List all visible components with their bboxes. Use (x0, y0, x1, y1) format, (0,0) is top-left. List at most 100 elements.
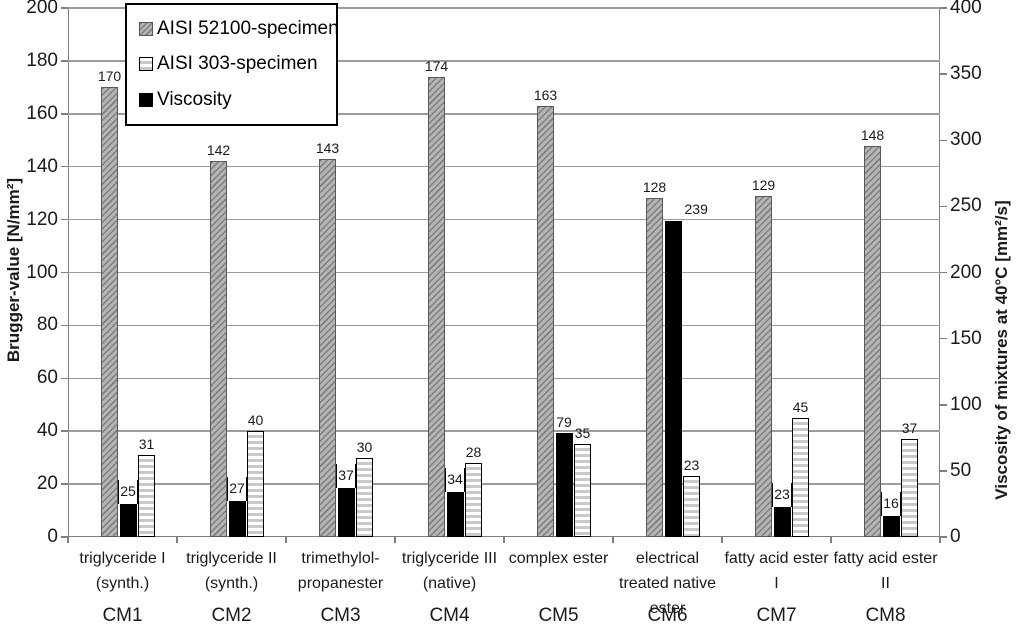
legend-item: AISI 52100-specimen (139, 18, 339, 40)
left-axis-tick-label: 120 (26, 208, 58, 230)
gridline (68, 7, 940, 9)
category-code: CM2 (211, 605, 252, 626)
right-axis-tick-label: 400 (950, 0, 982, 18)
left-axis-tick (61, 165, 68, 168)
bar-aisi-52100-specimen-cm1 (101, 87, 118, 537)
legend: AISI 52100-specimen AISI 303-specimen Visc… (125, 3, 339, 126)
gridline (68, 483, 940, 485)
right-axis-tick (940, 7, 947, 9)
legend-item-label: AISI 52100-specimen (157, 17, 339, 39)
value-label: 45 (792, 398, 809, 415)
bar-aisi-303-specimen-cm1 (138, 455, 155, 537)
left-axis-tick-label: 180 (26, 49, 58, 71)
gridline (68, 165, 940, 168)
right-axis-tick (940, 470, 947, 472)
value-label: 239 (684, 200, 708, 217)
left-axis-tick-label: 60 (36, 367, 58, 389)
left-axis-tick-label: 100 (26, 261, 58, 283)
right-axis-tick-label: 300 (950, 129, 982, 151)
gridline (68, 430, 940, 432)
value-label: 170 (97, 68, 122, 85)
left-axis-tick (61, 536, 68, 538)
category-label: complex ester (496, 546, 621, 571)
gridline (68, 60, 940, 62)
left-axis-tick-label: 200 (26, 0, 58, 18)
right-axis-tick (940, 139, 947, 141)
gridline (68, 271, 940, 274)
right-axis-tick-label: 0 (950, 526, 961, 547)
category-label-line: complex ester (508, 550, 609, 567)
bar-viscosity-cm1 (119, 503, 137, 537)
value-label: 143 (315, 139, 340, 156)
category-code: CM4 (429, 605, 470, 626)
value-label: 174 (424, 57, 449, 74)
left-axis-tick-label: 40 (36, 420, 58, 442)
left-axis-tick-label: 0 (47, 526, 58, 547)
gridline (68, 324, 940, 327)
legend-item: Viscosity (139, 89, 332, 111)
value-label: 28 (465, 443, 482, 460)
category-label: trimethylol-propanester (278, 546, 403, 596)
category-label-line: (native) (422, 575, 477, 592)
right-axis-tick (940, 205, 947, 208)
value-label: 148 (860, 126, 885, 143)
x-axis-tick (830, 537, 832, 543)
value-label: 30 (356, 438, 373, 455)
value-label: 37 (336, 464, 356, 489)
legend-swatch (139, 57, 153, 72)
category-label: fatty acid ester II (823, 546, 948, 596)
x-axis-tick (939, 537, 941, 543)
bar-aisi-303-specimen-cm2 (247, 431, 264, 537)
category-label-line: triglyceride I (79, 550, 166, 567)
value-label: 16 (881, 491, 901, 516)
left-axis-title: Brugger-value [N/mm²] (4, 177, 23, 363)
value-label: 37 (901, 420, 918, 437)
right-axis-tick (940, 404, 947, 406)
category-label-line: I (774, 575, 779, 592)
category-label: triglyceride II (synth.) (169, 546, 294, 596)
bar-aisi-303-specimen-cm4 (465, 462, 482, 537)
category-label-line: treated native (619, 575, 716, 592)
value-label: 23 (683, 457, 700, 474)
x-axis-tick (394, 537, 396, 543)
value-label: 25 (118, 479, 138, 504)
bar-viscosity-cm8 (882, 515, 900, 537)
gridline (68, 377, 940, 380)
right-axis-tick (940, 337, 947, 340)
bar-aisi-303-specimen-cm5 (574, 444, 591, 537)
category-code: CM3 (320, 605, 361, 626)
value-label: 128 (642, 179, 667, 196)
bar-aisi-303-specimen-cm3 (356, 457, 373, 537)
bar-viscosity-cm7 (773, 506, 791, 537)
category-label: fatty acid ester I (714, 546, 839, 596)
x-axis-tick (176, 537, 178, 543)
value-label: 129 (751, 176, 776, 193)
left-axis-tick (61, 218, 68, 221)
right-axis-tick-label: 50 (950, 459, 972, 481)
x-axis-tick (612, 537, 614, 543)
value-label: 31 (138, 436, 155, 452)
category-label-line: triglyceride II (186, 550, 277, 567)
category-label-line: propanester (297, 575, 384, 592)
category-code: CM5 (538, 605, 579, 626)
x-axis-tick (67, 537, 69, 543)
bar-viscosity-cm3 (337, 488, 355, 537)
category-label: triglyceride III (native) (387, 546, 512, 596)
category-label-line: trimethylol- (301, 550, 380, 567)
category-label-line: triglyceride III (401, 550, 498, 567)
bar-viscosity-cm5 (555, 432, 573, 537)
bar-aisi-52100-specimen-cm4 (428, 76, 445, 537)
right-axis-title: Viscosity of mixtures at 40°C [mm²/s] (992, 200, 1011, 500)
legend-swatch (139, 93, 153, 108)
bar-aisi-52100-specimen-cm7 (755, 195, 772, 537)
right-axis-tick-label: 150 (950, 327, 982, 349)
category-code: CM8 (865, 605, 906, 626)
value-label: 35 (574, 425, 591, 442)
bar-viscosity-cm6 (664, 220, 682, 537)
bar-aisi-303-specimen-cm6 (683, 476, 700, 537)
x-axis-tick (721, 537, 723, 543)
right-axis-tick (940, 536, 947, 538)
value-label: 27 (227, 477, 247, 502)
left-axis-tick-label: 20 (36, 473, 58, 495)
